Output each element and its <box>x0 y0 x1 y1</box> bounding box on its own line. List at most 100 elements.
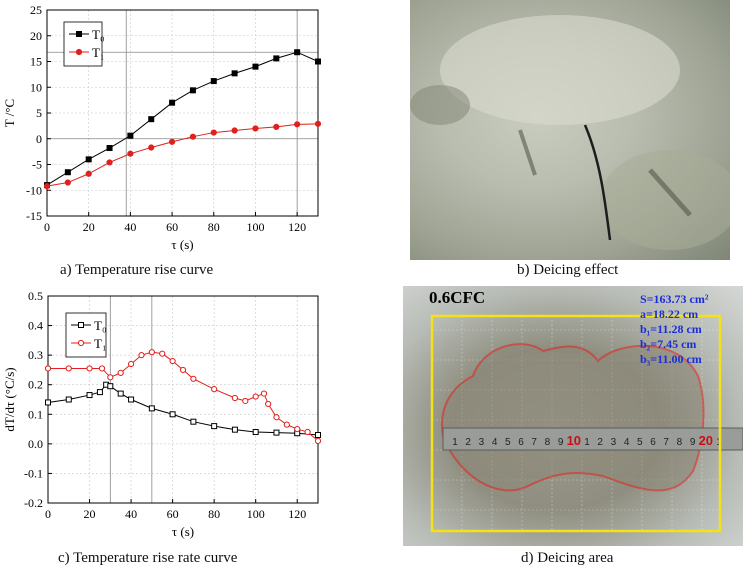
data-point <box>273 55 280 62</box>
data-point <box>304 428 311 436</box>
measurements-block: S=163.73 cm² a=18.22 cm b₁=11.28 cm b₂=7… <box>640 292 708 367</box>
ruler-label: 4 <box>492 437 498 448</box>
caption-b: b) Deicing effect <box>517 262 619 278</box>
temperature-rise-rate-chart: 0 20 40 60 80 100 120 -0.2 -0.1 0.0 0.1 0.2 0.3 0.4 0.… <box>2 289 322 539</box>
data-point <box>252 429 259 436</box>
series-line-0 <box>46 51 319 186</box>
ruler-label: 6 <box>650 437 656 448</box>
y-tick-label: 10 <box>30 80 42 94</box>
data-point <box>86 392 93 399</box>
x-tick-label: 40 <box>124 220 136 234</box>
y-axis-label: T /°C <box>2 99 17 127</box>
y-tick-label: 0.3 <box>28 348 43 362</box>
data-point <box>252 125 259 132</box>
data-point <box>273 429 280 436</box>
y-tick-label: -5 <box>32 158 42 172</box>
data-point <box>85 156 92 163</box>
x-tick-label: 120 <box>288 507 306 521</box>
data-point <box>43 183 51 190</box>
data-point <box>159 350 166 357</box>
ruler-label: 9 <box>690 437 696 448</box>
data-point <box>148 405 155 412</box>
data-point <box>169 411 176 418</box>
data-point <box>252 63 259 70</box>
caption-c: c) Temperature rise rate curve <box>58 550 238 566</box>
x-tick-label: 0 <box>45 507 51 521</box>
data-point <box>189 133 197 140</box>
data-point <box>44 365 52 372</box>
data-point <box>294 121 301 128</box>
legend-label: T₁ <box>94 336 106 351</box>
data-point <box>294 425 301 433</box>
deicing-effect-texture <box>410 15 730 250</box>
x-tick-label: 20 <box>84 507 96 521</box>
data-point <box>252 393 259 400</box>
measurement-b3: b₃=11.00 cm <box>640 352 702 366</box>
y-tick-label: -15 <box>26 209 42 223</box>
series-line-1 <box>46 123 319 187</box>
ruler-label: 7 <box>663 437 669 448</box>
x-axis-label: τ (s) <box>172 524 194 539</box>
x-tick-label: 80 <box>208 220 220 234</box>
ruler-label: 3 <box>479 437 485 448</box>
data-point <box>231 127 238 134</box>
data-point <box>265 400 272 408</box>
ruler-label: 2 <box>597 437 603 448</box>
deicing-effect-photo <box>410 0 730 260</box>
ruler-label: 7 <box>531 437 537 448</box>
ruler-label: 1 <box>452 437 458 448</box>
legend-marker <box>78 322 84 328</box>
y-tick-label: 15 <box>30 55 42 69</box>
deicing-area-photo: 1 2 3 4 5 6 7 8 9 10 1 2 3 4 5 6 7 8 9 20 1 0.6CFC S=163.73 … <box>403 286 743 546</box>
data-point <box>179 366 187 374</box>
data-point <box>64 169 71 176</box>
sample-label: 0.6CFC <box>429 288 486 307</box>
ruler-label: 4 <box>624 437 630 448</box>
y-tick-label: -0.2 <box>24 496 43 510</box>
x-axis-label: τ (s) <box>171 237 193 252</box>
x-tick-label: 0 <box>44 220 50 234</box>
data-point <box>127 132 134 139</box>
data-point <box>314 437 322 444</box>
data-point <box>211 386 218 393</box>
data-point <box>98 365 106 372</box>
caption-d: d) Deicing area <box>521 550 614 566</box>
x-tick-label: 120 <box>288 220 306 234</box>
data-point <box>260 390 268 397</box>
data-point <box>315 58 321 65</box>
data-point <box>106 159 113 166</box>
data-point <box>138 352 145 359</box>
y-tick-label: 25 <box>30 3 42 17</box>
data-point <box>210 129 217 136</box>
x-tick-label: 60 <box>166 220 178 234</box>
y-axis-label: dT/dτ (°C/s) <box>2 367 17 431</box>
ruler-label: 5 <box>505 437 511 448</box>
x-tick-label: 60 <box>167 507 179 521</box>
data-point <box>189 87 196 94</box>
y-tick-label: -0.1 <box>24 466 43 480</box>
y-tick-label: 0.2 <box>28 378 43 392</box>
data-point <box>96 389 103 396</box>
measurement-area: S=163.73 cm² <box>640 292 709 306</box>
data-point <box>242 397 249 405</box>
ruler-label: 2 <box>465 437 471 448</box>
y-tick-label: 20 <box>30 29 42 43</box>
data-point <box>211 423 218 430</box>
ruler-label: 8 <box>677 437 683 448</box>
data-point <box>231 426 238 433</box>
deicing-area-overlay: 1 2 3 4 5 6 7 8 9 10 1 2 3 4 5 6 7 8 9 20 1 <box>430 314 743 533</box>
data-point <box>148 349 155 356</box>
temperature-rise-chart: 0 20 40 60 80 100 120 -15 -10 -5 0 5 10 15 20 25 τ (s) T … <box>2 3 322 252</box>
legend-box <box>65 312 107 358</box>
data-point <box>168 138 176 145</box>
data-point <box>65 396 72 403</box>
x-tick-label: 80 <box>208 507 220 521</box>
data-point <box>273 414 280 421</box>
data-point <box>315 431 321 438</box>
data-point <box>294 49 301 56</box>
measurement-b1: b₁=11.28 cm <box>640 322 702 336</box>
measurement-b2: b₂=7.45 cm <box>640 337 697 351</box>
data-point <box>65 365 72 372</box>
data-point <box>210 78 217 85</box>
data-point <box>283 421 290 428</box>
